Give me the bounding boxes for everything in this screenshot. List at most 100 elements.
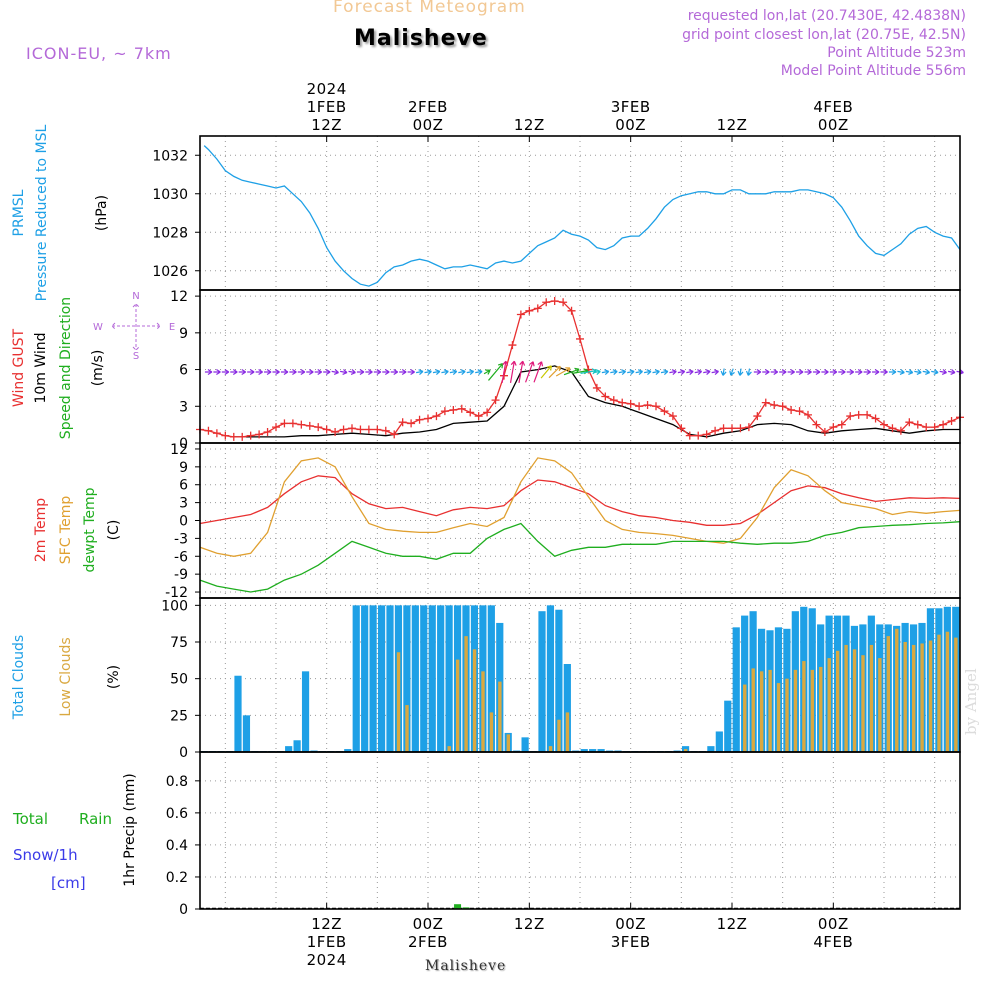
wind-arrow (677, 369, 686, 376)
y-tick-label: 0 (179, 514, 188, 530)
gust-marker (449, 405, 458, 414)
gust-marker (381, 426, 390, 435)
y-tick-label: 0.4 (166, 838, 188, 854)
gust-marker (744, 423, 753, 432)
wind-arrow (221, 368, 230, 376)
gust-marker (246, 431, 255, 440)
time-label-bottom: 2FEB (408, 933, 448, 951)
gust-marker (863, 410, 872, 419)
gust-marker (939, 420, 948, 429)
gust-marker (694, 431, 703, 440)
time-label-bottom: 00Z (615, 915, 646, 933)
y-tick-label: 6 (179, 363, 188, 379)
wind-arrow (812, 368, 821, 376)
gust-marker (947, 416, 956, 425)
wind-arrow (729, 368, 735, 376)
temp-unit: (C) (106, 520, 122, 541)
wind-arrow (686, 369, 694, 376)
wind-arrow (424, 369, 432, 376)
gust-marker (474, 412, 483, 421)
gust-marker (618, 398, 627, 407)
panel-5: 0 0.2 0.4 0.6 0.8 (166, 752, 960, 918)
gust-marker (466, 408, 475, 417)
wind-arrow (779, 368, 787, 376)
gust-marker (677, 424, 686, 433)
y-tick-label: -9 (174, 567, 188, 583)
low-cloud-bar (405, 705, 409, 752)
low-cloud-bar (768, 669, 772, 752)
gust-marker (339, 425, 348, 434)
time-label-bottom: 12Z (717, 915, 748, 933)
gust-marker (728, 424, 736, 433)
gust-marker (854, 410, 863, 419)
total-cloud-bar (732, 627, 740, 752)
low-cloud-bar (844, 644, 848, 752)
wind-direction-label: Speed and Direction (58, 297, 74, 439)
gust-marker (432, 412, 441, 421)
gust-marker (837, 420, 846, 429)
wind-arrow (204, 368, 213, 376)
gust-marker (804, 410, 812, 419)
total-cloud-bar (377, 605, 386, 752)
y-tick-label: 0 (179, 745, 188, 761)
low-cloud-bar (903, 642, 907, 752)
gust-marker (516, 310, 525, 319)
gust-marker (221, 431, 230, 440)
gust-marker (483, 408, 492, 417)
wind-arrow (548, 365, 561, 379)
gust-marker (660, 407, 669, 416)
wind-arrow (838, 368, 846, 376)
precip-unit: 1hr Precip (mm) (122, 773, 138, 886)
gust-marker (314, 423, 323, 432)
wind-arrow (247, 368, 255, 376)
wind-arrow (466, 369, 475, 376)
wind-gust-line (199, 300, 961, 438)
compass-west: W (93, 322, 103, 333)
wind-arrow (593, 369, 601, 376)
wind-arrow (365, 368, 373, 376)
temp-sfc-line (199, 457, 961, 557)
pressure-unit: (hPa) (94, 195, 110, 231)
total-cloud-bar (521, 737, 529, 752)
requested-coords: requested lon,lat (20.7430E, 42.4838N) (687, 8, 966, 24)
wind-arrow (905, 369, 914, 375)
wind-arrow (306, 368, 314, 376)
wind-arrow (555, 367, 571, 377)
wind-arrow (660, 369, 669, 376)
time-label-top: 00Z (615, 116, 646, 134)
gust-marker (643, 401, 652, 410)
dewpoint-line (199, 521, 961, 593)
wind-gust-label: Wind GUST (11, 328, 27, 407)
wind-arrow (331, 369, 339, 375)
gust-marker (559, 298, 568, 307)
total-cloud-bar (428, 605, 436, 752)
y-tick-label: 3 (179, 496, 188, 512)
total-cloud-bar (715, 731, 723, 752)
product-title: Forecast Meteogram (333, 0, 526, 17)
low-cloud-bar (886, 636, 891, 752)
time-label-top: 12Z (311, 116, 342, 134)
low-cloud-bar (557, 719, 561, 752)
wind-arrow (416, 369, 424, 376)
y-tick-label: 1026 (152, 264, 188, 280)
low-cloud-bar (954, 637, 958, 752)
total-cloud-bar (589, 749, 597, 752)
wind-arrow (390, 368, 399, 376)
gust-marker (778, 402, 787, 411)
gust-marker (609, 396, 618, 405)
wind-arrow (829, 368, 838, 376)
compass-south: S (133, 351, 139, 362)
low-cloud-bar (827, 658, 831, 752)
wind-arrow (399, 368, 407, 376)
footer-location: Malisheve (425, 958, 507, 974)
total-cloud-bar (285, 746, 293, 752)
time-label-top: 12Z (717, 116, 748, 134)
wind-arrow (601, 369, 610, 376)
wind-arrow (314, 368, 323, 376)
low-cloud-bar (743, 684, 747, 752)
low-cloud-bar (396, 652, 401, 752)
wind-arrow (846, 368, 855, 376)
gust-marker (491, 396, 500, 405)
wind-arrow (618, 369, 627, 376)
total-cloud-bar (234, 675, 242, 752)
